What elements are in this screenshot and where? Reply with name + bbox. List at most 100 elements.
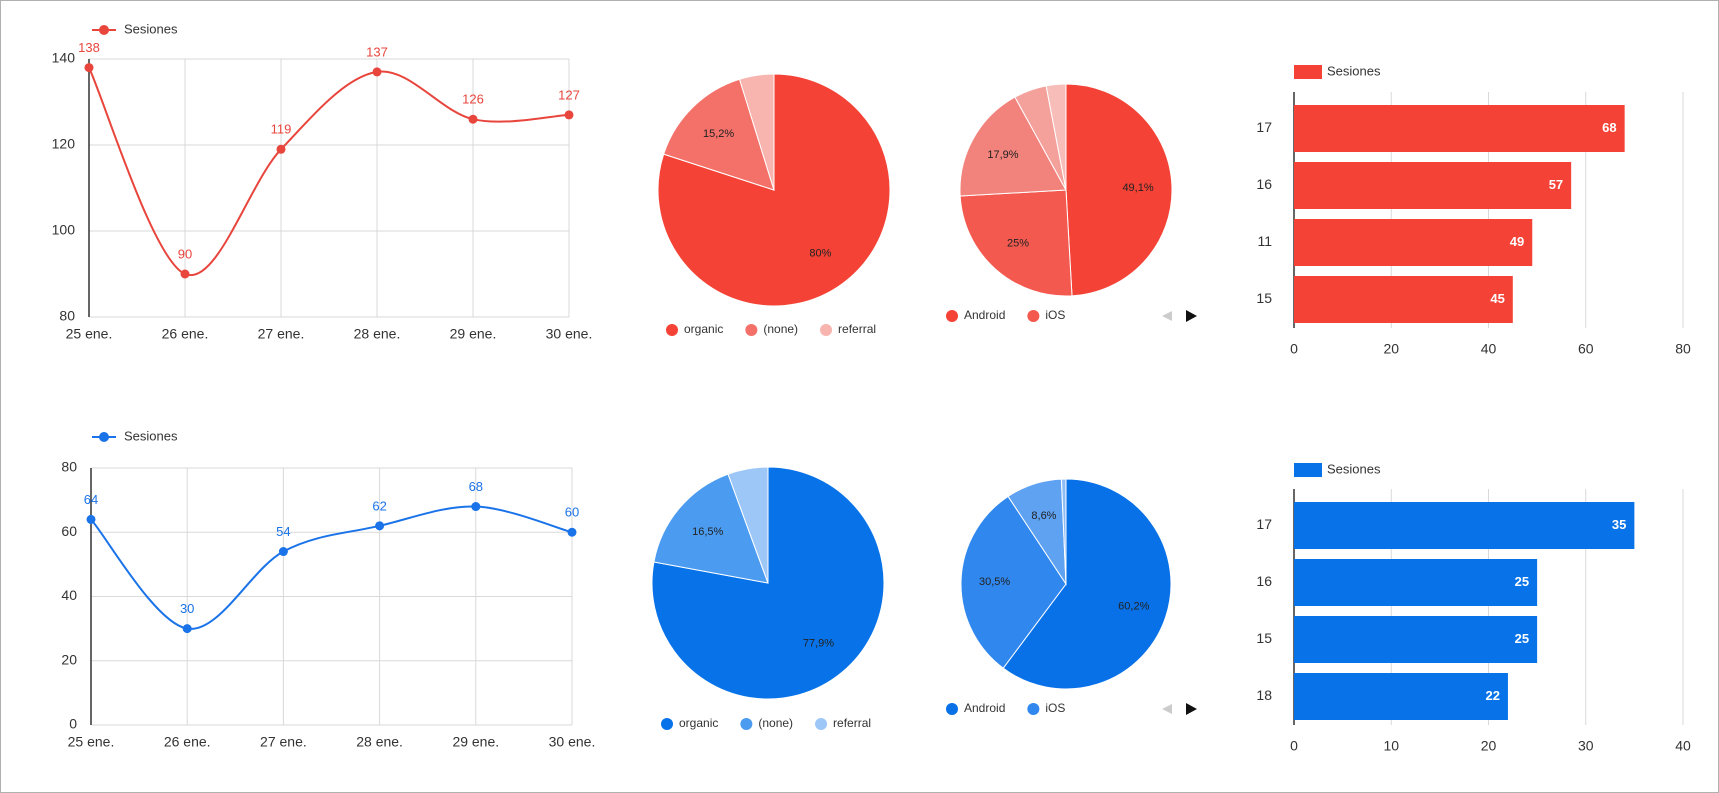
slice-label: 77,9% [803,638,834,650]
data-label: 138 [78,40,100,55]
legend-label: iOS [1045,308,1065,322]
data-label: 22 [1485,688,1499,703]
slice-label: 17,9% [987,149,1018,161]
y-tick-label: 16 [1256,573,1272,589]
pie-slice [959,189,1073,297]
point [180,269,190,279]
point [567,527,577,537]
pie-slice [727,466,769,584]
x-tick-label: 80 [1675,341,1691,357]
pie-slice [657,73,891,307]
legend-label: (none) [758,716,793,730]
legend-marker [99,432,109,442]
legend-label: Sesiones [1327,63,1381,78]
bar [1294,105,1625,152]
legend-label: referral [833,716,871,730]
pie-slice [960,495,1067,669]
point [182,624,192,634]
point [84,63,94,73]
x-tick-label: 29 ene. [452,734,499,750]
x-tick-label: 26 ene. [162,326,209,342]
y-tick-label: 120 [52,136,76,152]
x-tick-label: 25 ene. [66,326,113,342]
x-tick-label: 20 [1383,341,1399,357]
pager-next[interactable] [1186,703,1197,715]
x-tick-label: 60 [1578,341,1594,357]
data-label: 25 [1515,631,1529,646]
data-label: 57 [1549,177,1563,192]
x-tick-label: 0 [1290,341,1298,357]
legend-marker [946,310,958,322]
legend-marker [1294,463,1322,477]
pager-prev[interactable] [1162,704,1172,714]
data-label: 127 [558,87,580,102]
x-tick-label: 40 [1675,738,1691,754]
point [471,502,481,512]
bar [1294,276,1513,323]
pie-slice [653,473,769,584]
legend-marker [1027,310,1040,322]
data-label: 68 [469,479,483,494]
legend-label: organic [684,322,723,336]
data-label: 60 [565,505,579,520]
legend-label: (none) [763,322,798,336]
data-label: 30 [180,601,194,616]
x-tick-label: 40 [1481,341,1497,357]
data-label: 119 [271,122,292,137]
pager-next[interactable] [1186,310,1197,322]
x-tick-label: 30 [1578,738,1594,754]
x-tick-label: 10 [1383,738,1399,754]
point [86,514,96,524]
x-tick-label: 26 ene. [164,734,211,750]
pie-slice [738,73,775,191]
data-label: 68 [1602,120,1616,135]
legend-label: Android [964,308,1005,322]
pager-prev[interactable] [1162,311,1172,321]
data-label: 54 [276,524,290,539]
y-tick-label: 40 [61,587,77,603]
y-tick-label: 16 [1256,176,1272,192]
slice-label: 80% [809,248,831,260]
bar [1294,559,1538,606]
legend-label: referral [838,322,876,336]
data-label: 62 [372,498,386,513]
data-label: 64 [84,492,98,507]
y-tick-label: 15 [1256,630,1272,646]
point [372,67,382,77]
slice-label: 49,1% [1122,182,1153,194]
pie-slice [1045,83,1067,191]
legend-marker [1294,65,1322,79]
point [276,144,286,154]
legend-marker [666,324,678,336]
legend-marker [740,718,753,730]
pie-slice [1002,478,1172,690]
x-tick-label: 20 [1481,738,1497,754]
point [468,114,478,124]
x-tick-label: 28 ene. [354,326,401,342]
legend-label: Android [964,701,1005,715]
legend-marker [99,25,109,35]
pie-slice [663,78,775,191]
x-tick-label: 27 ene. [260,734,307,750]
legend-label: organic [679,716,718,730]
y-tick-label: 80 [59,308,75,324]
data-label: 49 [1510,234,1524,249]
y-tick-label: 18 [1256,687,1272,703]
point [375,521,385,531]
bar [1294,616,1538,663]
pie-slice [1065,83,1173,297]
y-tick-label: 20 [61,651,77,667]
y-tick-label: 17 [1256,516,1272,532]
data-label: 90 [178,246,192,261]
y-tick-label: 140 [52,50,76,66]
slice-label: 8,6% [1031,510,1056,522]
x-tick-label: 30 ene. [546,326,593,342]
y-tick-label: 0 [69,716,77,732]
pie-slice [959,96,1067,197]
legend-marker [1027,703,1040,715]
legend-label: Sesiones [124,21,178,36]
x-tick-label: 27 ene. [258,326,305,342]
slice-label: 30,5% [979,576,1010,588]
legend-marker [661,718,673,730]
